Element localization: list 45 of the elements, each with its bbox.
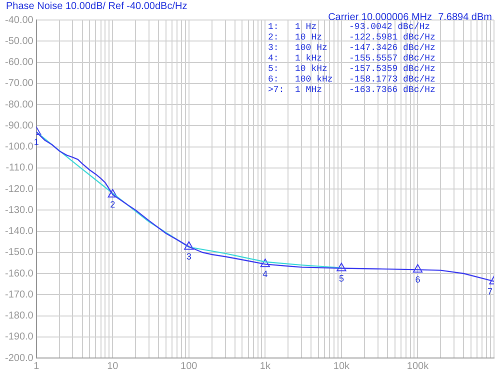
y-tick-label: -50.00 [4,36,34,47]
annotation: 1 [34,136,39,147]
y-tick-label: -200.0 [4,352,34,364]
annotation: 4: 1 kHz -155.5557 dBc/Hz [268,53,436,64]
y-tick-label: -70.00 [4,78,34,90]
annotation: 5 [338,273,344,284]
annotation: 2 [110,199,116,210]
y-tick-label: -190.0 [4,332,34,343]
y-tick-label: -100.0 [4,142,34,152]
x-tick-label: 100 [180,360,198,372]
y-tick-label: -110.0 [6,162,34,174]
annotation: >7: 1 MHz -163.7366 dBc/Hz [268,84,436,95]
point [108,188,118,198]
annotation: 7.6894 dBm [438,12,492,23]
y-tick-label: -80.00 [4,99,34,110]
annotation: 2: 10 Hz -122.5981 dBc/Hz [268,32,436,42]
y-tick-label: -120.0 [4,184,34,195]
annotation: 1: 1 Hz -93.0042 dBc/Hz [268,22,430,32]
annotation: 7 [487,286,493,296]
point [336,262,346,272]
x-tick-label: 10k [333,360,351,372]
x-tick-label: 10 [107,360,119,372]
y-tick-label: -150.0 [4,247,34,258]
annotation: 4 [262,269,268,280]
point [260,258,270,268]
y-tick-label: -90.00 [4,120,34,132]
annotation: 6 [415,274,420,285]
chart-title: Phase Noise 10.00dB/ Ref -40.00dBc/Hz [6,0,188,12]
annotation: 3 [186,252,192,262]
chart-subtitle: Carrier 10.000006 MHz [328,12,432,23]
point [184,241,194,250]
annotation: 3: 100 Hz -147.3426 dBc/Hz [268,42,436,53]
y-tick-label: -130.0 [4,204,34,216]
annotation: 6: 100 kHz -158.1773 dBc/Hz [268,74,436,84]
y-tick-label: -170.0 [4,289,34,300]
x-tick-label: 1k [260,360,272,372]
annotation: 5: 10 kHz -157.5359 dBc/Hz [268,64,436,74]
y-tick-label: -40.00 [4,14,34,26]
x-tick-label: 1 [34,360,40,372]
y-tick-label: -160.0 [4,268,34,280]
y-tick-label: -180.0 [4,310,34,322]
x-tick-label: 100k [406,360,430,372]
y-tick-label: -60.00 [4,57,34,68]
y-tick-label: -140.0 [4,226,34,237]
point [412,264,423,273]
